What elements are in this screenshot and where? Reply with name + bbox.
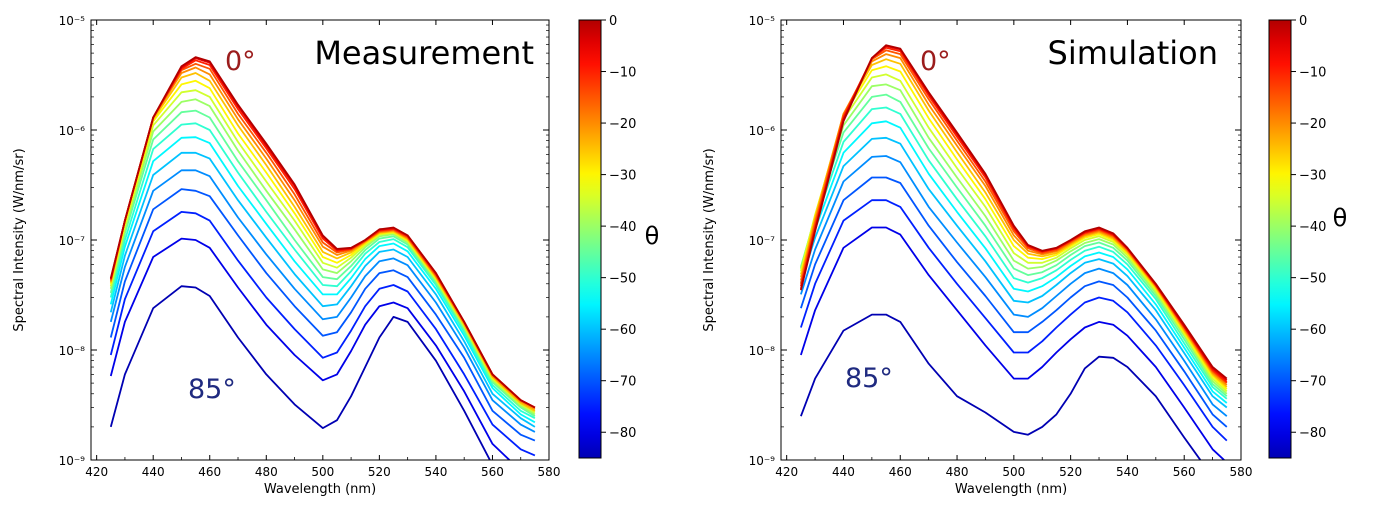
series-line-theta-80	[109, 237, 511, 460]
series-line-theta-85	[109, 285, 491, 460]
x-tick-label: 540	[1116, 465, 1139, 479]
y-tick-label: 10⁻⁸	[749, 344, 776, 358]
x-tick-label: 500	[1002, 465, 1025, 479]
colorbar-label: θ	[645, 222, 660, 250]
series-group	[800, 44, 1228, 460]
series-line-theta-80	[800, 226, 1226, 460]
colorbar-tick-label: −50	[609, 272, 636, 287]
series-line-theta-45	[109, 109, 536, 417]
colorbar-tick-label: −50	[1299, 272, 1326, 287]
y-axis-label: Spectral Intensity (W/nm/sr)	[12, 148, 27, 331]
panel-simulation: 420 440 460 480 500 520 540 560 580 10⁻⁹ 10⁻⁸ 10⁻⁷ 1…	[702, 14, 1347, 497]
series-line-theta-75	[800, 199, 1228, 442]
x-axis-label: Wavelength (nm)	[955, 482, 1067, 497]
y-tick-label: 10⁻⁷	[749, 234, 776, 248]
series-line-theta-75	[109, 211, 536, 457]
series-line-theta-65	[800, 155, 1228, 417]
plot-area	[91, 20, 549, 460]
panel-measurement: 420 440 460 480 500 520 540 560 580 10⁻⁹ 10⁻⁸ 10⁻⁷ 1…	[12, 14, 660, 497]
x-tick-label: 420	[775, 465, 798, 479]
x-tick-label: 580	[538, 465, 561, 479]
series-line-theta-55	[800, 120, 1228, 404]
x-tick-label: 440	[832, 465, 855, 479]
x-tick-label: 460	[198, 465, 221, 479]
colorbar-tick-label: −10	[1299, 66, 1326, 81]
x-tick-label: 560	[1173, 465, 1196, 479]
colorbar-tick-label: −40	[1299, 220, 1326, 235]
series-line-theta-70	[800, 176, 1228, 428]
colorbar-tick-label: −60	[1299, 323, 1326, 338]
colorbar-tick-label: 0	[609, 14, 617, 29]
y-tick-label: 10⁻⁷	[59, 234, 86, 248]
y-axis-label: Spectral Intensity (W/nm/sr)	[702, 148, 717, 331]
y-tick-label: 10⁻⁹	[749, 454, 776, 468]
series-line-theta-50	[109, 122, 536, 419]
panel-title: Measurement	[314, 34, 534, 72]
colorbar-tick-label: −60	[609, 323, 636, 338]
x-tick-label: 560	[481, 465, 504, 479]
colorbar-tick-label: −20	[609, 117, 636, 132]
series-group	[109, 56, 536, 460]
series-line-theta-60	[109, 151, 536, 428]
series-line-theta-45	[800, 93, 1228, 397]
series-line-theta-50	[800, 106, 1228, 400]
series-line-theta-65	[109, 169, 536, 433]
colorbar	[578, 19, 602, 459]
x-tick-label: 500	[311, 465, 334, 479]
x-tick-label: 540	[424, 465, 447, 479]
colorbar-tick-label: 0	[1299, 14, 1307, 29]
annotation-0-deg: 0°	[920, 46, 951, 77]
panel-title: Simulation	[1048, 34, 1218, 72]
colorbar-label: θ	[1333, 204, 1348, 232]
x-tick-label: 420	[85, 465, 108, 479]
series-line-theta-55	[109, 136, 536, 424]
x-tick-label: 580	[1230, 465, 1253, 479]
colorbar-tick-label: −20	[1299, 117, 1326, 132]
colorbar-tick-label: −30	[1299, 169, 1326, 184]
x-tick-label: 440	[142, 465, 165, 479]
y-tick-label: 10⁻⁹	[59, 454, 86, 468]
x-tick-label: 460	[889, 465, 912, 479]
colorbar-tick-label: −40	[609, 220, 636, 235]
series-line-theta-0	[800, 44, 1228, 380]
annotation-85-deg: 85°	[845, 363, 893, 394]
series-line-theta-35	[800, 73, 1228, 393]
series-line-theta-0	[109, 56, 536, 409]
colorbar-tick-label: −30	[609, 169, 636, 184]
annotation-0-deg: 0°	[225, 46, 256, 77]
colorbar-tick-label: −80	[609, 426, 636, 441]
colorbar	[1268, 19, 1292, 459]
y-tick-label: 10⁻⁵	[59, 14, 86, 28]
series-line-theta-70	[109, 188, 536, 442]
y-tick-label: 10⁻⁵	[749, 14, 776, 28]
x-axis-label: Wavelength (nm)	[264, 482, 376, 497]
colorbar-tick-label: −70	[609, 375, 636, 390]
series-line-theta-60	[800, 136, 1228, 409]
x-tick-label: 520	[1059, 465, 1082, 479]
x-tick-label: 480	[255, 465, 278, 479]
annotation-85-deg: 85°	[188, 374, 236, 405]
y-tick-label: 10⁻⁶	[59, 124, 86, 138]
colorbar-tick-label: −80	[1299, 426, 1326, 441]
x-tick-label: 480	[946, 465, 969, 479]
colorbar-tick-label: −70	[1299, 375, 1326, 390]
x-tick-label: 520	[368, 465, 391, 479]
colorbar-tick-label: −10	[609, 66, 636, 81]
series-line-theta-85	[800, 313, 1202, 460]
y-tick-label: 10⁻⁶	[749, 124, 776, 138]
series-line-theta-40	[800, 83, 1228, 395]
y-tick-label: 10⁻⁸	[59, 344, 86, 358]
